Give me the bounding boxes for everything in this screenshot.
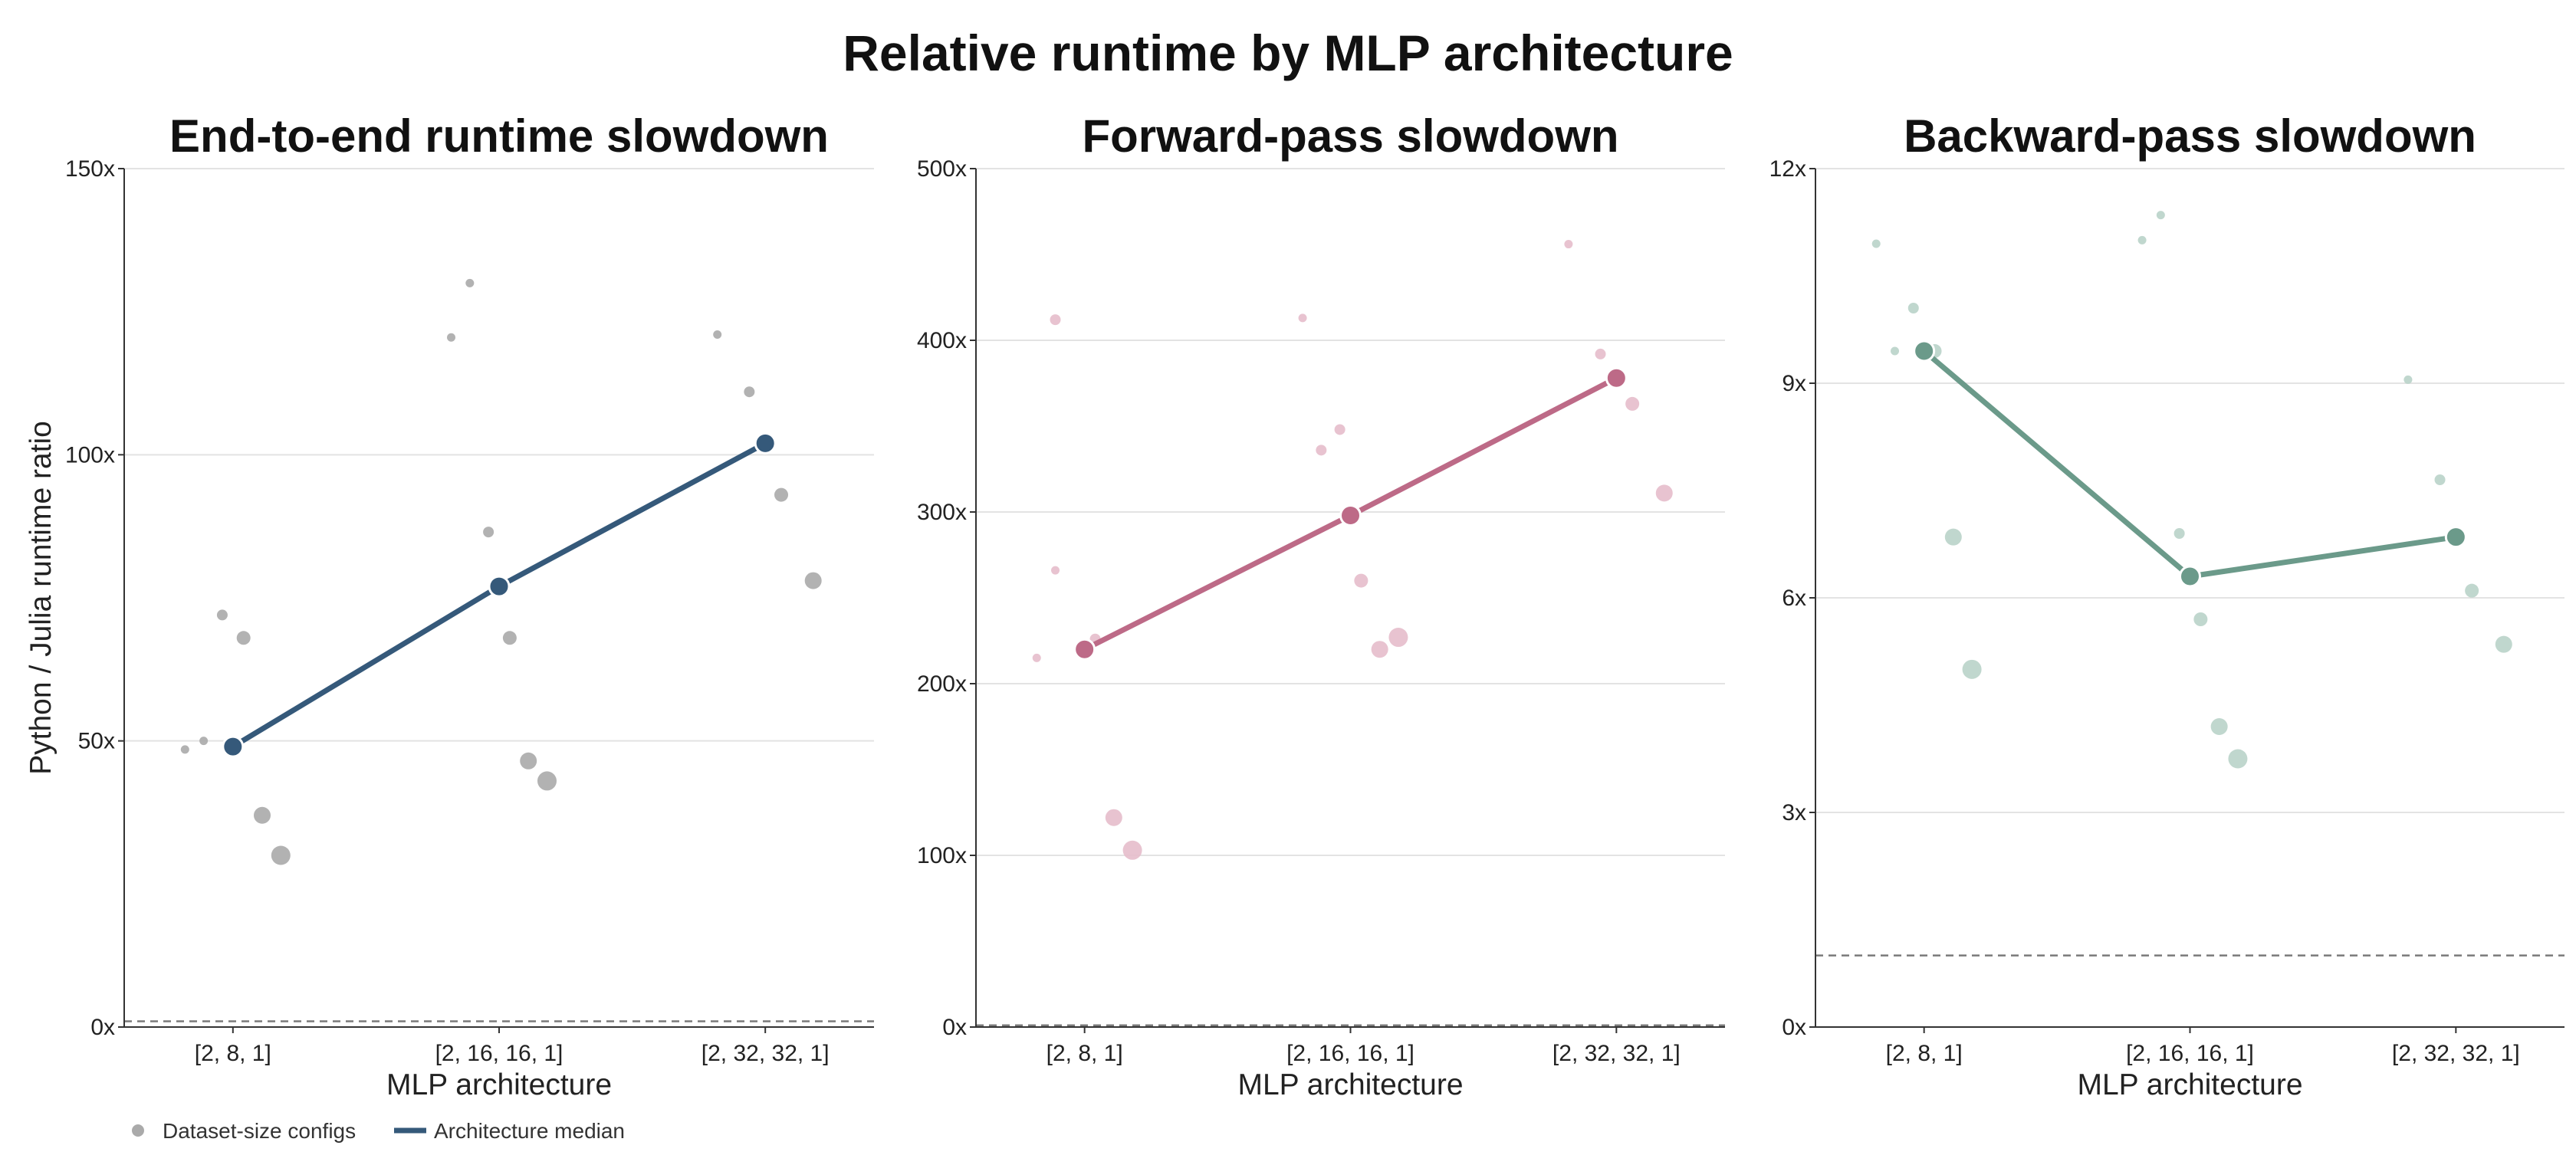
x-axis-label: MLP architecture	[2077, 1068, 2302, 1101]
config-point	[1334, 424, 1346, 435]
config-point	[483, 527, 495, 538]
config-point	[537, 771, 557, 791]
config-point	[180, 745, 189, 754]
x-tick-label: [2, 16, 16, 1]	[1286, 1041, 1414, 1066]
config-point	[1122, 840, 1142, 860]
x-axis-label: MLP architecture	[386, 1068, 612, 1101]
config-point	[1298, 313, 1307, 323]
config-point	[254, 806, 271, 824]
y-tick-label: 12x	[1769, 156, 1806, 182]
config-point	[713, 330, 722, 340]
x-tick-label: [2, 8, 1]	[1886, 1041, 1963, 1066]
y-tick-label: 500x	[917, 156, 967, 182]
y-axis-label: Python / Julia runtime ratio	[25, 421, 58, 775]
config-point	[1595, 348, 1606, 359]
config-point	[1051, 566, 1060, 575]
config-point	[1316, 445, 1327, 456]
x-axis-label: MLP architecture	[1237, 1068, 1463, 1101]
config-point	[1944, 528, 1962, 546]
x-tick-label: [2, 8, 1]	[1046, 1041, 1123, 1066]
config-point	[2193, 612, 2208, 626]
config-point	[2210, 718, 2228, 735]
y-tick-label: 3x	[1782, 800, 1806, 825]
config-point	[1625, 396, 1640, 411]
config-point	[216, 609, 228, 621]
config-point	[1907, 303, 1919, 313]
median-point	[1073, 638, 1096, 661]
median-point	[2444, 526, 2467, 549]
config-point	[465, 278, 475, 287]
y-tick-label: 50x	[78, 729, 115, 754]
y-tick-label: 100x	[65, 442, 115, 468]
x-tick-label: [2, 32, 32, 1]	[702, 1041, 830, 1066]
config-point	[271, 845, 291, 865]
x-tick-label: [2, 32, 32, 1]	[2392, 1041, 2520, 1066]
y-tick-label: 0x	[942, 1015, 967, 1040]
y-tick-label: 150x	[65, 156, 115, 182]
config-point	[1105, 809, 1122, 826]
median-point	[754, 432, 777, 455]
median-point	[2179, 565, 2201, 588]
config-point	[2174, 528, 2185, 539]
config-point	[502, 631, 517, 645]
median-point	[1913, 340, 1936, 363]
x-tick-label: [2, 16, 16, 1]	[2126, 1041, 2254, 1066]
x-tick-label: [2, 32, 32, 1]	[1552, 1041, 1681, 1066]
y-tick-label: 300x	[917, 500, 967, 525]
panel-backward-pass: 0x 3x 6x 9x 12x [2, 8, 1] [2, 16, 16, 1] [2, 32…	[1769, 110, 2564, 1101]
config-point	[2434, 474, 2446, 485]
x-tick-label: [2, 16, 16, 1]	[435, 1041, 564, 1066]
x-tick-label: [2, 8, 1]	[195, 1041, 271, 1066]
config-point	[1388, 628, 1408, 648]
panel-forward-pass: 0x 100x 200x 300x 400x 500x [2, 8, 1] [2, 16, 1…	[917, 110, 1725, 1101]
config-point	[2495, 635, 2512, 653]
median-point	[488, 575, 511, 598]
panel-end-to-end: 0x 50x 100x 150x [2, 8, 1] [2, 16, 16, 1] [2, …	[25, 110, 874, 1101]
legend: Dataset-size configs Architecture median	[132, 1119, 625, 1143]
config-point	[236, 631, 251, 645]
config-point	[447, 333, 456, 342]
config-point	[1371, 641, 1388, 658]
legend-dot-label: Dataset-size configs	[163, 1119, 356, 1143]
config-point	[2465, 583, 2479, 598]
config-point	[1050, 314, 1061, 326]
panel-title: End-to-end runtime slowdown	[169, 110, 829, 162]
config-point	[1962, 659, 1982, 679]
figure-title: Relative runtime by MLP architecture	[843, 25, 1733, 81]
median-point	[222, 735, 245, 758]
y-tick-label: 200x	[917, 671, 967, 697]
y-tick-label: 0x	[1782, 1015, 1806, 1040]
config-point	[2404, 375, 2413, 384]
config-point	[1032, 653, 1041, 662]
median-point	[1339, 504, 1362, 527]
config-point	[774, 487, 789, 502]
y-tick-label: 9x	[1782, 371, 1806, 396]
panel-title: Forward-pass slowdown	[1082, 110, 1618, 162]
config-point	[1891, 346, 1900, 356]
config-point	[2156, 211, 2165, 220]
config-point	[744, 386, 755, 398]
config-point	[1871, 239, 1881, 248]
legend-dot-marker	[132, 1124, 144, 1137]
config-point	[2137, 235, 2147, 244]
y-tick-label: 0x	[90, 1015, 115, 1040]
legend-line-label: Architecture median	[434, 1119, 625, 1143]
config-point	[1655, 484, 1673, 502]
config-point	[199, 737, 209, 746]
median-point	[1605, 366, 1628, 389]
config-point	[520, 752, 537, 770]
config-point	[2228, 749, 2248, 769]
config-point	[1354, 573, 1368, 588]
y-tick-label: 400x	[917, 328, 967, 353]
config-point	[1564, 240, 1573, 249]
y-tick-label: 6x	[1782, 586, 1806, 611]
config-point	[804, 572, 822, 589]
panel-title: Backward-pass slowdown	[1904, 110, 2476, 162]
median-line	[1921, 348, 2459, 579]
y-tick-label: 100x	[917, 843, 967, 868]
